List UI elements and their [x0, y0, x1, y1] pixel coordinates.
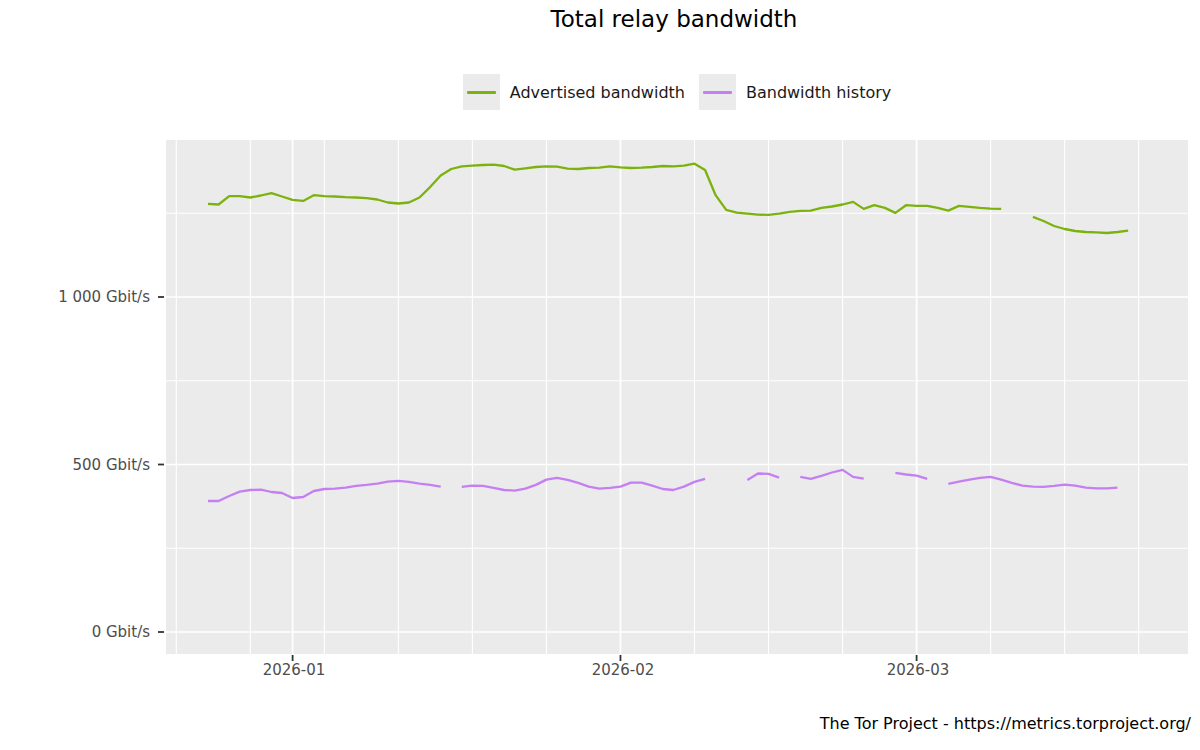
page-title: Total relay bandwidth: [160, 6, 1188, 32]
chart-canvas: [0, 0, 1200, 750]
purple-line-swatch-icon: [703, 91, 732, 94]
legend-item-bandwidth-history: Bandwidth history: [699, 74, 891, 110]
y-axis-tick-label: 1 000 Gbit/s: [0, 288, 150, 306]
legend-item-label: Bandwidth history: [746, 83, 891, 102]
x-axis-tick-label: 2026-03: [848, 661, 988, 679]
legend-key: [699, 74, 736, 110]
legend: Advertised bandwidth Bandwidth history: [166, 73, 1188, 111]
footer-attribution: The Tor Project - https://metrics.torpro…: [820, 714, 1191, 733]
x-axis-tick-label: 2026-02: [553, 661, 693, 679]
green-line-swatch-icon: [467, 91, 496, 94]
y-axis-tick-label: 0 Gbit/s: [0, 623, 150, 641]
x-axis-tick-label: 2026-01: [224, 661, 364, 679]
legend-item-label: Advertised bandwidth: [510, 83, 685, 102]
y-axis-tick-label: 500 Gbit/s: [0, 456, 150, 474]
legend-item-advertised-bandwidth: Advertised bandwidth: [463, 74, 685, 110]
legend-key: [463, 74, 500, 110]
